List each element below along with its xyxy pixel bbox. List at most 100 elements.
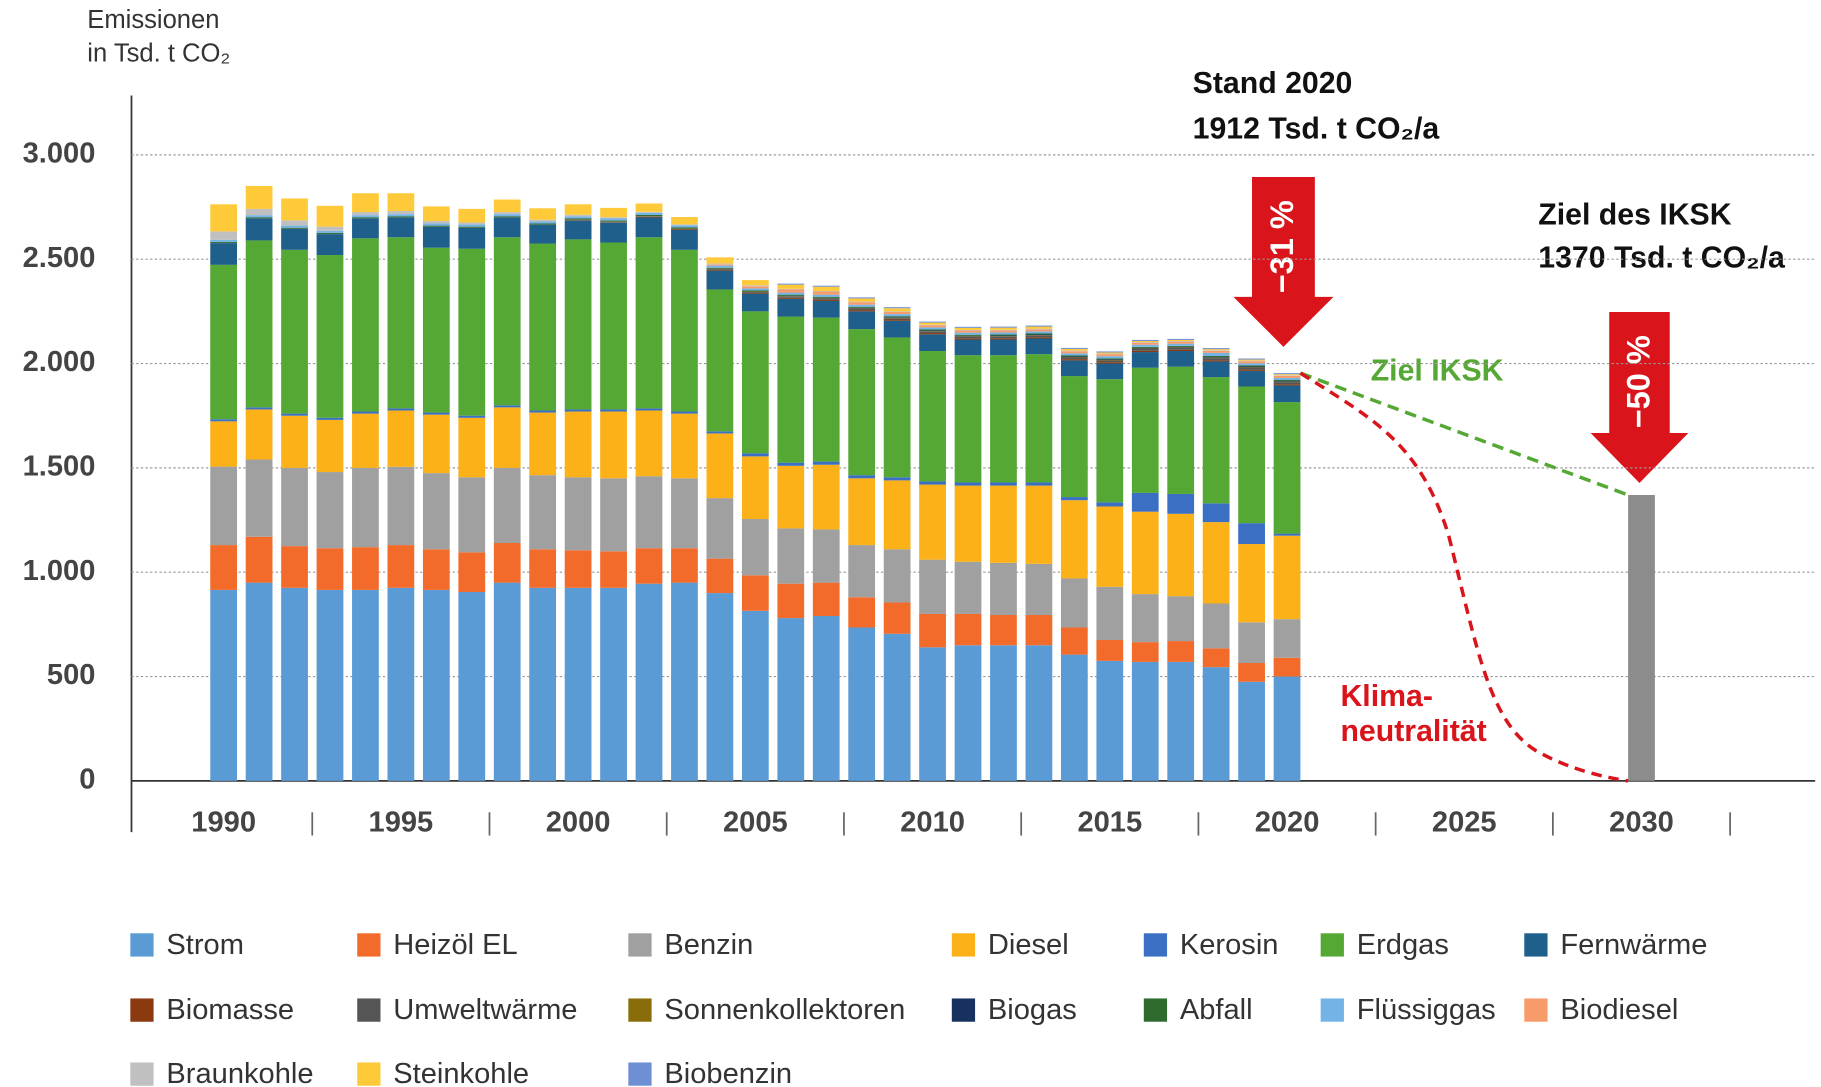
bar-segment [210,239,238,242]
bar-segment [1202,356,1230,358]
bar-segment [458,226,486,228]
bar-segment [777,462,805,466]
bar-segment [706,270,734,290]
bar-segment [706,267,734,269]
bar-segment [1096,356,1124,359]
bar-segment [210,589,238,781]
arrow [1590,311,1689,483]
bar-segment [990,332,1017,335]
bar-segment [352,217,379,219]
bar-segment [812,464,840,530]
bar-segment [352,212,379,216]
bar-segment [352,413,379,468]
bar-segment [529,412,557,476]
bar-segment [458,248,486,416]
bar-segment [1131,492,1159,512]
bar-segment [919,324,946,326]
bar-segment [919,334,946,352]
bar-segment [387,410,415,467]
bar-segment [741,286,769,289]
bar-segment [741,288,769,291]
bar-segment [387,408,415,411]
bar-segment [1238,359,1265,361]
bar-segment [812,616,840,781]
bar-segment [919,322,946,325]
bar-segment [387,216,415,218]
bar-segment [1273,385,1301,403]
bar-segment [706,593,734,781]
bar-segment [458,415,486,418]
bar-segment [458,208,486,223]
bar-segment [1202,667,1230,781]
bar-segment [777,316,805,463]
bar-segment [954,332,982,335]
bar-segment [706,269,734,271]
bar-segment [1060,355,1088,357]
y-axis-label: in Tsd. t CO₂ [87,40,230,68]
bar-segment [1060,500,1088,579]
bar-segment [1131,367,1159,493]
bar-segment [883,477,911,481]
bar-segment [990,335,1017,337]
bar-segment [387,545,415,588]
bar-segment [600,218,627,221]
bar-segment [635,548,663,584]
bar-segment [210,231,238,240]
bar-segment [1273,381,1301,382]
bar-segment [1238,662,1265,682]
bar-segment [245,185,273,209]
bar-segment [1202,350,1230,353]
legend-label: Sonnenkollektoren [664,994,905,1026]
x-tick-label: 2030 [1609,807,1674,839]
bar-segment [493,542,521,583]
bar-segment [848,545,876,598]
bar-segment [919,613,946,648]
y-tick-label: 2.000 [23,346,96,378]
bar-segment [210,204,238,232]
legend-swatch [1143,998,1168,1022]
bar-segment [210,264,238,420]
annotation: Klima- [1340,680,1432,713]
bar-segment [1167,641,1195,662]
legend-swatch [1524,998,1548,1022]
bar-segment [493,467,521,543]
target-bar [1628,494,1655,781]
bar-segment [1096,362,1124,364]
bar-segment [1131,511,1159,595]
bar-segment [990,614,1017,646]
bar-segment [245,217,273,219]
bar-segment [1167,661,1195,781]
bar-segment [1060,359,1088,361]
legend-label: Abfall [1180,994,1253,1026]
bar-segment [777,294,805,296]
bar-segment [422,226,450,248]
bar-segment [600,409,627,412]
bar-segment [954,339,982,356]
bar-segment [1096,352,1124,354]
bar-segment [529,410,557,413]
bar-segment [1025,614,1053,646]
bar-segment [741,518,769,576]
bar-segment [954,334,982,336]
bar-segment [1273,377,1301,381]
bar-segment [1131,348,1159,351]
bar-segment [706,257,734,264]
bar-segment [422,473,450,550]
bar-segment [1060,376,1088,498]
bar-segment [635,216,663,218]
bar-segment [210,241,238,243]
bar-segment [529,243,557,411]
bar-segment [919,325,946,328]
bar-segment [919,333,946,335]
bar-segment [529,208,557,220]
bar-segment [777,283,805,285]
bar-segment [1060,627,1088,655]
bar-segment [1131,352,1159,368]
bar-segment [848,627,876,781]
bar-segment [1238,363,1265,366]
bar-segment [635,217,663,238]
bar-segment [1025,334,1053,336]
bar-segment [1060,353,1088,356]
bar-segment [954,326,982,328]
x-tick-label: 2010 [900,807,965,839]
